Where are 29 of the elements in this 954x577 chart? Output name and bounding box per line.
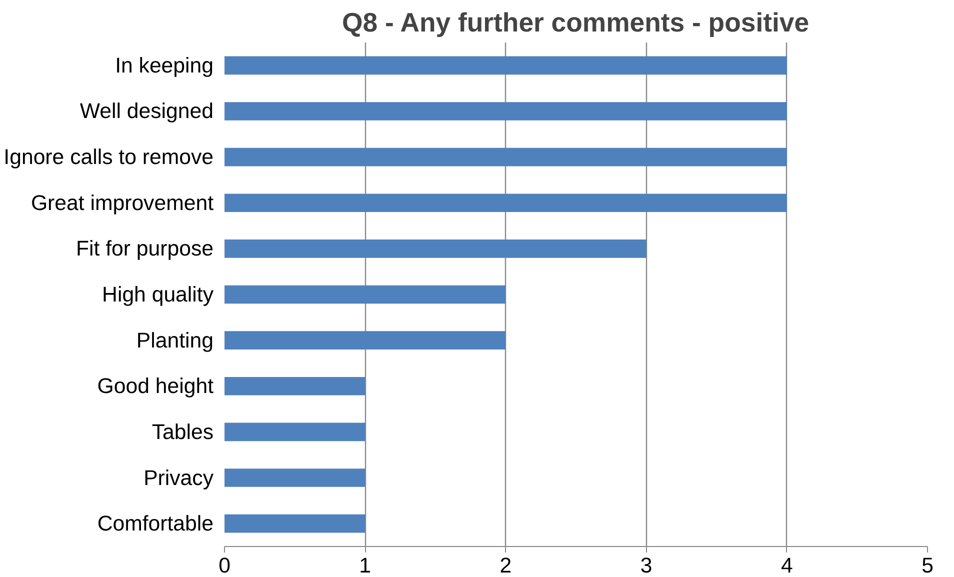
y-tick-label: Well designed xyxy=(80,99,214,124)
y-tick-label: Comfortable xyxy=(97,512,214,536)
bar xyxy=(224,240,646,258)
y-tick-label: Good height xyxy=(97,374,214,398)
y-tick-label: High quality xyxy=(102,282,214,306)
bar xyxy=(224,102,787,120)
y-tick-label: Privacy xyxy=(144,466,214,490)
x-tick-label: 4 xyxy=(780,554,793,577)
chart-title: Q8 - Any further comments - positive xyxy=(342,8,810,38)
y-tick-label: Planting xyxy=(136,328,214,352)
y-tick-label: Tables xyxy=(152,420,214,444)
bar xyxy=(224,148,787,166)
y-tick-label: Ignore calls to remove xyxy=(4,145,214,170)
x-tick-label: 0 xyxy=(218,554,231,577)
y-tick-label: Great improvement xyxy=(30,190,214,215)
x-tick-label: 5 xyxy=(922,554,934,577)
bar xyxy=(224,285,506,304)
bar xyxy=(224,194,787,212)
x-tick-label: 1 xyxy=(359,554,372,577)
bar xyxy=(224,376,366,396)
y-tick-label: In keeping xyxy=(115,53,214,78)
y-tick-label: Fit for purpose xyxy=(76,236,214,261)
bar xyxy=(224,331,506,350)
bar xyxy=(224,514,366,533)
x-tick-label: 3 xyxy=(640,554,652,577)
bar xyxy=(224,468,366,487)
bar xyxy=(224,422,366,442)
bar xyxy=(224,56,787,75)
x-tick-label: 2 xyxy=(500,554,512,577)
